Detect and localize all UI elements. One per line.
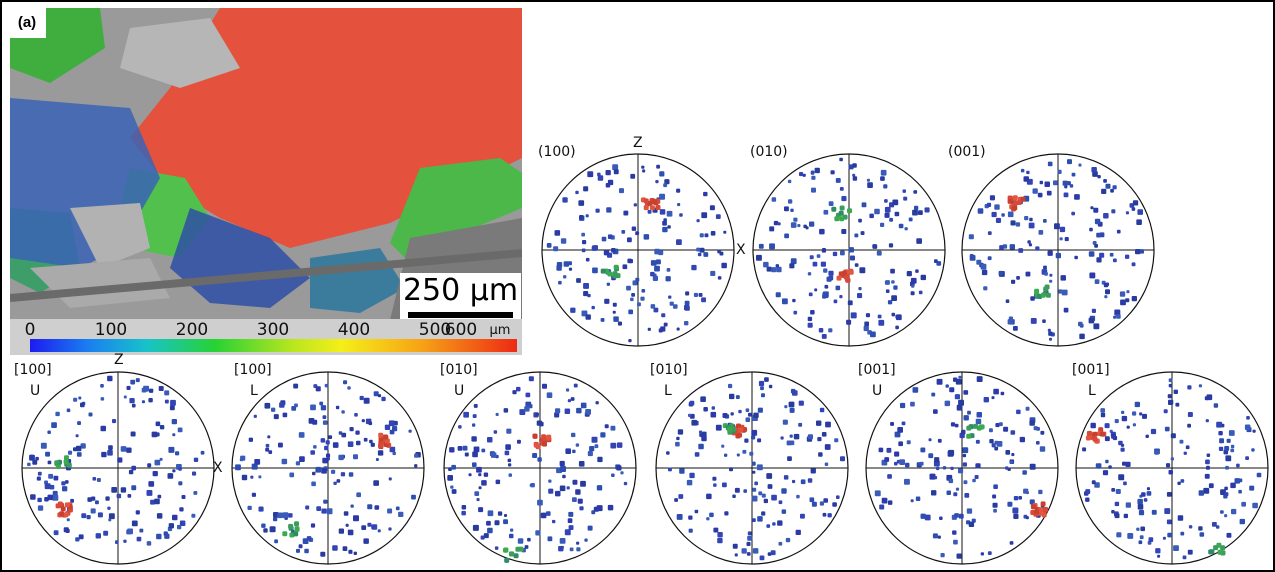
ebsd-grain-map — [10, 8, 522, 320]
pole-figure-100 — [541, 153, 735, 347]
legend-tick: 500 — [418, 320, 452, 340]
legend-tick: 0 — [24, 320, 36, 340]
legend-unit: µm — [489, 323, 511, 338]
pole-figure-001 — [961, 153, 1155, 347]
axis-x-label: X — [736, 242, 746, 258]
pole-figure-label: (001) — [948, 144, 986, 160]
pole-figure-010-upper — [443, 371, 637, 565]
pole-figure-label: (010) — [750, 144, 788, 160]
legend-tick: 200 — [175, 320, 209, 340]
hemisphere-label: L — [664, 383, 672, 399]
pole-figure-001-upper — [865, 371, 1059, 565]
axis-x-label: X — [213, 460, 223, 476]
pole-figure-label: (100) — [538, 144, 576, 160]
legend-tick: 600 — [444, 320, 478, 340]
pole-figure-010 — [752, 153, 946, 347]
legend-tick: 400 — [337, 320, 371, 340]
pole-figure-100-lower — [231, 371, 425, 565]
colour-gradient-bar — [30, 339, 517, 352]
pole-figure-001-lower — [1075, 371, 1269, 565]
pole-figure-label: [010] — [440, 362, 478, 378]
pole-figure-label: [100] — [234, 362, 272, 378]
hemisphere-label: U — [30, 383, 41, 399]
hemisphere-label: U — [454, 383, 465, 399]
legend-tick: 300 — [256, 320, 290, 340]
pole-figure-label: [100] — [14, 362, 52, 378]
hemisphere-label: L — [1088, 383, 1096, 399]
colour-legend: 0 100 200 300 400 500 600 µm — [10, 319, 522, 355]
pole-figure-label: [010] — [650, 362, 688, 378]
scale-bar-line — [408, 312, 513, 318]
axis-z-label: Z — [114, 352, 124, 368]
pole-figure-label: [001] — [1072, 362, 1110, 378]
hemisphere-label: L — [250, 383, 258, 399]
panel-label: (a) — [8, 8, 46, 38]
scale-bar: 250 µm — [400, 273, 521, 321]
legend-tick: 100 — [94, 320, 128, 340]
pole-figure-label: [001] — [858, 362, 896, 378]
pole-figure-010-lower — [655, 371, 849, 565]
hemisphere-label: U — [872, 383, 883, 399]
pole-figure-100-upper — [21, 371, 215, 565]
axis-z-label: Z — [633, 135, 643, 151]
scale-bar-label: 250 µm — [402, 273, 519, 308]
